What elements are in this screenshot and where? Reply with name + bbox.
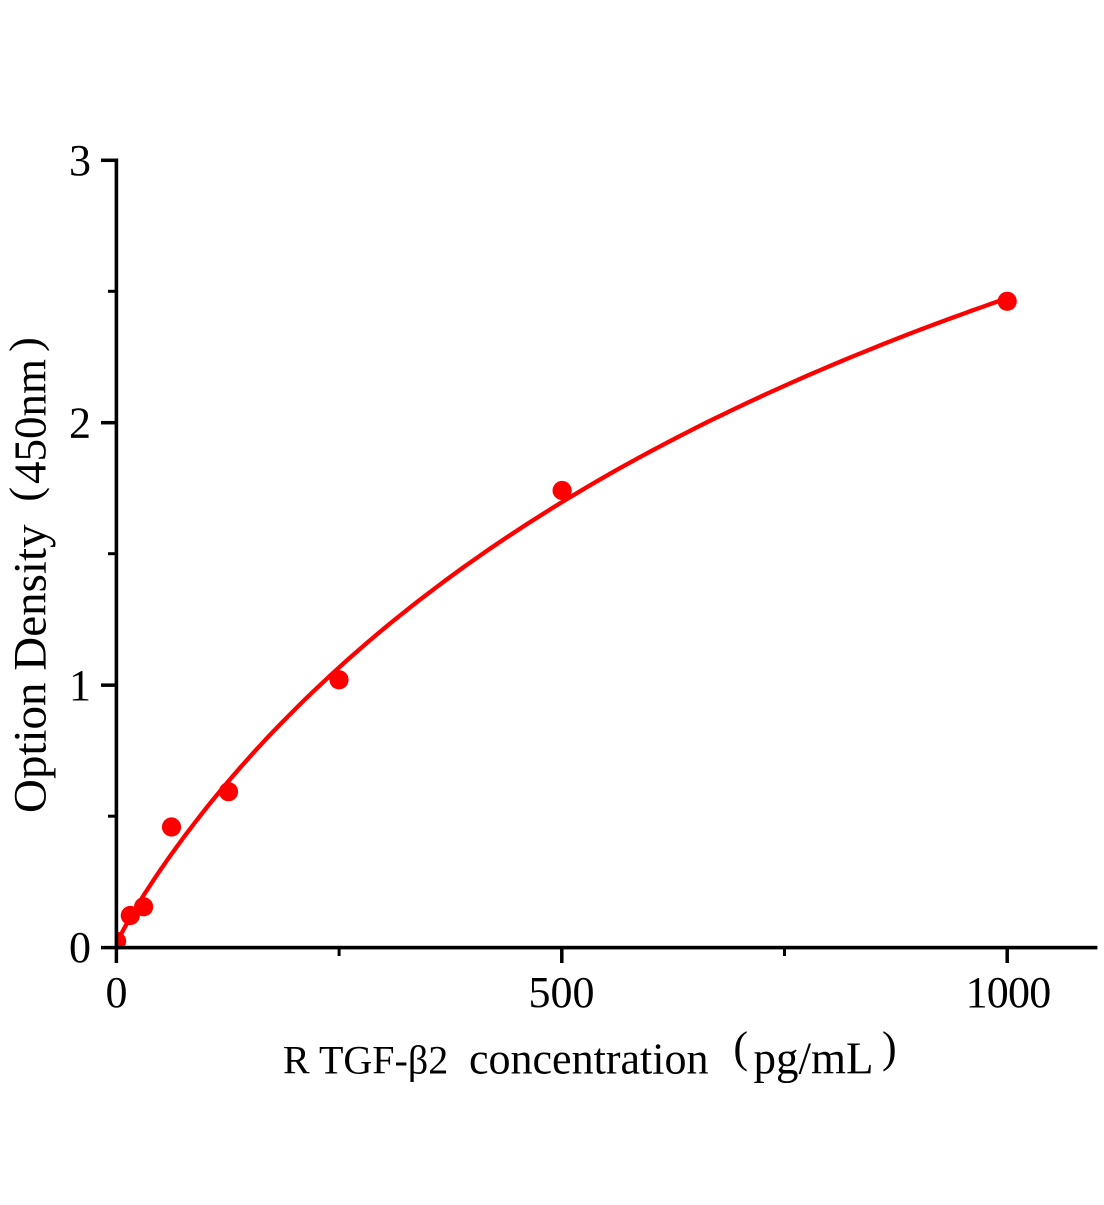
svg-text:pg/mL: pg/mL — [754, 1034, 874, 1084]
svg-text:R TGF-β2: R TGF-β2 — [283, 1038, 448, 1083]
svg-text:concentration: concentration — [469, 1035, 708, 1084]
svg-text:0: 0 — [69, 923, 91, 972]
svg-text:): ) — [1, 337, 50, 352]
svg-text:Option Density: Option Density — [5, 524, 57, 813]
svg-text:(: ( — [1, 487, 50, 502]
svg-text:): ) — [882, 1023, 897, 1072]
svg-text:1000: 1000 — [966, 968, 1051, 1017]
svg-text:450nm: 450nm — [6, 359, 56, 484]
svg-text:1: 1 — [69, 661, 91, 710]
svg-text:3: 3 — [69, 136, 91, 185]
svg-text:2: 2 — [69, 399, 91, 448]
svg-text:0: 0 — [106, 968, 128, 1017]
svg-text:500: 500 — [529, 968, 595, 1017]
svg-text:(: ( — [733, 1023, 748, 1072]
